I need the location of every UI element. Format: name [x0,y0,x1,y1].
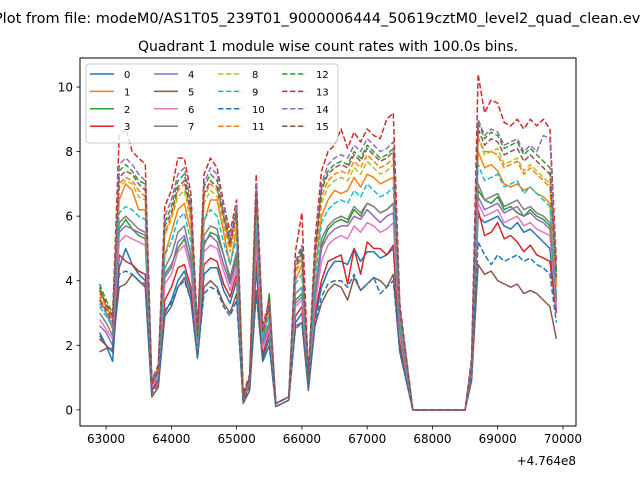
y-tick-label: 4 [65,274,73,288]
legend-label-13: 13 [316,87,329,98]
legend-label-1: 1 [124,87,130,98]
x-tick-label: 68000 [413,432,451,446]
y-tick-label: 8 [65,145,73,159]
y-tick-label: 6 [65,210,73,224]
legend-label-4: 4 [188,70,194,81]
legend-label-3: 3 [124,122,130,133]
series-layer [98,73,558,411]
series-line-10 [98,241,558,411]
x-tick-label: 69000 [479,432,517,446]
x-tick-label: 70000 [544,432,582,446]
series-line-13 [98,73,558,411]
legend-label-15: 15 [316,122,329,133]
plot-area [79,57,577,427]
legend-label-5: 5 [188,87,194,98]
x-tick-label: 65000 [218,432,256,446]
y-tick-label: 0 [65,403,73,417]
x-axis: 63000 64000 65000 66000 67000 68000 69000 70000 [87,426,582,446]
legend-label-10: 10 [252,105,265,116]
x-tick-label: 64000 [152,432,190,446]
legend-label-12: 12 [316,70,329,81]
legend-label-2: 2 [124,105,130,116]
series-line-15 [98,128,558,411]
legend-label-0: 0 [124,70,130,81]
figure-suptitle: Plot from file: modeM0/AS1T05_239T01_900… [0,11,640,27]
legend-frame [85,63,339,144]
legend-label-11: 11 [252,122,265,133]
chart-title: Quadrant 1 module wise count rates with … [138,39,518,55]
x-tick-label: 66000 [283,432,321,446]
x-tick-label: 67000 [348,432,386,446]
x-tick-label: 63000 [87,432,125,446]
x-axis-offset-label: +4.764e8 [517,454,576,468]
y-tick-label: 10 [58,81,73,95]
legend-label-7: 7 [188,122,194,133]
legend-label-14: 14 [316,105,329,116]
y-tick-label: 2 [65,339,73,353]
legend-label-8: 8 [252,70,258,81]
y-axis: 0 2 4 6 8 10 [58,81,80,417]
axes-frame [79,57,577,427]
legend-label-9: 9 [252,87,258,98]
legend-label-6: 6 [188,105,194,116]
series-line-12 [98,121,558,411]
